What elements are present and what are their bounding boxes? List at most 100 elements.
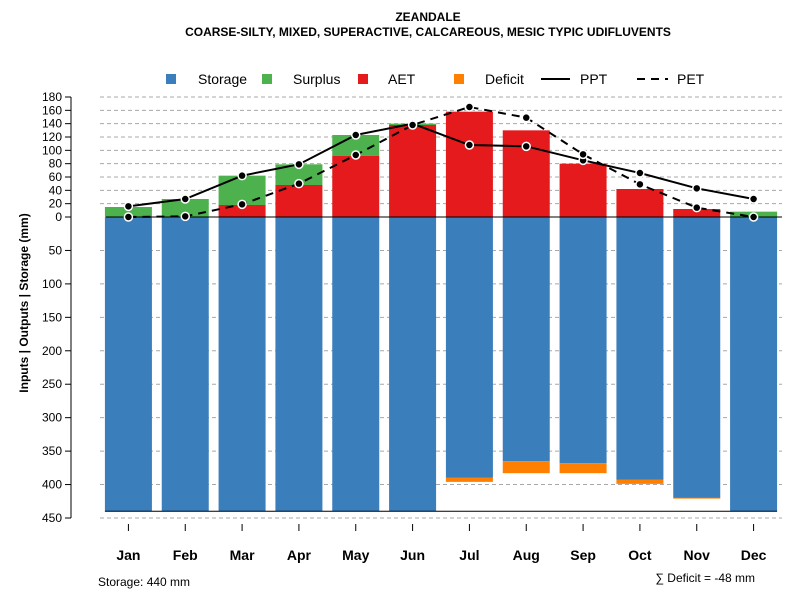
- storage-bar: [104, 217, 152, 512]
- aet-bar: [616, 189, 664, 217]
- storage-footer: Storage: 440 mm: [98, 575, 190, 589]
- storage-bar: [275, 217, 323, 512]
- storage-bar: [730, 217, 778, 512]
- series-lines: [123, 102, 759, 222]
- deficit-bar: [673, 497, 721, 499]
- ppt-point: [692, 183, 702, 194]
- ppt-point: [237, 170, 247, 181]
- ppt-point: [635, 168, 645, 178]
- ppt-point: [123, 201, 134, 212]
- storage-bar: [332, 217, 380, 512]
- ppt-point: [294, 159, 304, 170]
- month-label-aug: Aug: [513, 547, 540, 563]
- y-tick-label-up: 20: [49, 197, 63, 211]
- y-tick-label-up: 160: [42, 103, 62, 117]
- month-label-jun: Jun: [400, 547, 425, 563]
- pet-point: [351, 150, 361, 160]
- pet-point: [407, 120, 418, 130]
- ppt-point: [464, 140, 475, 150]
- deficit-bar: [616, 479, 664, 484]
- legend-surplus-swatch: [262, 74, 272, 84]
- y-tick-label-down: 150: [42, 310, 62, 324]
- storage-bar: [673, 217, 721, 498]
- ppt-point: [521, 141, 531, 152]
- legend-deficit-label: Deficit: [485, 71, 524, 87]
- month-label-dec: Dec: [741, 547, 767, 563]
- month-label-may: May: [342, 547, 369, 563]
- y-tick-label-up: 80: [49, 157, 63, 171]
- storage-bar: [389, 217, 437, 512]
- surplus-bar: [161, 199, 209, 217]
- month-label-apr: Apr: [287, 547, 312, 563]
- chart-title: ZEANDALE: [395, 10, 460, 24]
- y-tick-label-down: 50: [49, 243, 63, 257]
- legend: Storage Surplus AET Deficit PPT PET: [166, 71, 705, 87]
- pet-point: [464, 102, 475, 112]
- month-label-sep: Sep: [570, 547, 596, 563]
- aet-bar: [332, 155, 380, 217]
- legend-deficit-swatch: [454, 74, 464, 84]
- y-tick-label-down: 350: [42, 444, 62, 458]
- y-tick-label-down: 100: [42, 277, 62, 291]
- deficit-bar: [502, 461, 550, 474]
- gridlines: [100, 96, 782, 519]
- pet-point: [578, 149, 588, 160]
- legend-storage-label: Storage: [198, 71, 247, 87]
- pet-point: [123, 212, 134, 222]
- y-axis: 0204060801001201401601805010015020025030…: [42, 90, 72, 525]
- y-tick-label-down: 250: [42, 377, 62, 391]
- month-label-jul: Jul: [459, 547, 479, 563]
- ppt-line: [128, 122, 754, 208]
- legend-ppt-label: PPT: [580, 71, 608, 87]
- aet-bar: [559, 163, 607, 217]
- month-label-nov: Nov: [684, 547, 711, 563]
- pet-point: [294, 178, 304, 189]
- x-axis-labels: Jan Feb Mar Apr May Jun Jul Aug Sep Oct Nov Dec: [116, 524, 767, 563]
- deficit-bar: [559, 463, 607, 474]
- y-tick-label-up: 120: [42, 130, 62, 144]
- pet-point: [180, 211, 190, 222]
- y-tick-label-up: 40: [49, 183, 63, 197]
- y-tick-label-up: 180: [42, 90, 62, 104]
- pet-point: [692, 202, 702, 213]
- y-tick-label-down: 400: [42, 478, 62, 492]
- aet-bar: [389, 125, 437, 217]
- surplus-bar: [275, 164, 323, 185]
- legend-pet-label: PET: [677, 71, 705, 87]
- legend-storage-swatch: [166, 74, 176, 84]
- storage-bar: [559, 217, 607, 464]
- bars: [104, 111, 782, 512]
- storage-bar: [161, 217, 209, 512]
- pet-point: [521, 112, 531, 123]
- pet-point: [237, 199, 247, 210]
- storage-bar: [502, 217, 550, 462]
- y-tick-label-up: 0: [55, 210, 62, 224]
- pet-line: [128, 105, 754, 218]
- ppt-point: [748, 194, 759, 204]
- storage-bar: [445, 217, 493, 478]
- ppt-point: [180, 194, 190, 204]
- month-label-feb: Feb: [173, 547, 198, 563]
- surplus-bar: [104, 207, 152, 217]
- deficit-footer: ∑ Deficit = -48 mm: [655, 571, 755, 585]
- pet-point: [748, 212, 759, 222]
- y-tick-label-down: 300: [42, 411, 62, 425]
- y-tick-label-up: 60: [49, 170, 63, 184]
- y-tick-label-down: 450: [42, 511, 62, 525]
- legend-aet-label: AET: [388, 71, 416, 87]
- y-tick-label-up: 100: [42, 143, 62, 157]
- deficit-bar: [445, 477, 493, 482]
- legend-surplus-label: Surplus: [293, 71, 340, 87]
- month-label-jan: Jan: [116, 547, 140, 563]
- legend-aet-swatch: [358, 74, 368, 84]
- storage-bar: [616, 217, 664, 480]
- chart-subtitle: COARSE-SILTY, MIXED, SUPERACTIVE, CALCAR…: [185, 25, 671, 39]
- pet-point: [635, 179, 645, 190]
- aet-bar: [445, 111, 493, 217]
- y-tick-label-down: 200: [42, 344, 62, 358]
- ppt-point: [351, 130, 361, 140]
- y-axis-title: Inputs | Outputs | Storage (mm): [17, 213, 31, 392]
- month-label-mar: Mar: [230, 547, 255, 563]
- storage-bar: [218, 217, 266, 512]
